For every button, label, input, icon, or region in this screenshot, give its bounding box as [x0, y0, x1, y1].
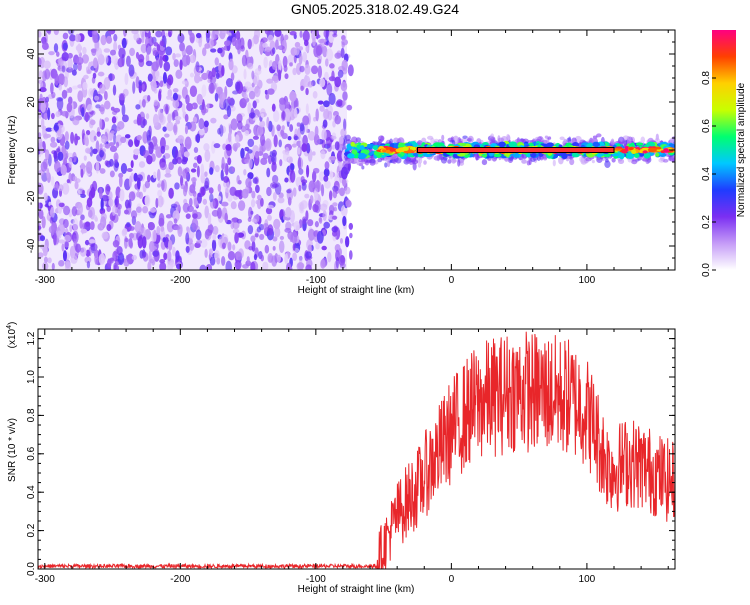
snr-ytick-label: 0.6 [26, 446, 37, 460]
snr-frame [37, 328, 676, 570]
snr-series-line [38, 331, 675, 569]
spectrogram-ytick-label: -40 [26, 238, 37, 253]
spectrogram-peak-line [416, 147, 615, 153]
snr-ytick-label: 0.8 [26, 408, 37, 422]
svg-text:(x104): (x104) [6, 322, 18, 349]
spectrogram-ytick-label: -20 [26, 190, 37, 205]
snr-multiplier-close: ) [7, 322, 18, 325]
chart-title: GN05.2025.318.02.49.G24 [291, 1, 459, 17]
colorbar-tick-label: 0.8 [701, 71, 712, 85]
snr-panel: -300 -200 -100 0 100 0.0 0.2 0.4 0.6 0.8 1.0 1.2 He… [6, 322, 676, 595]
spectrogram-ytick-label: 40 [26, 48, 37, 60]
spectrogram-noise-cloud [38, 30, 354, 270]
spectrogram-x-label: Height of straight line (km) [298, 285, 415, 296]
snr-ytick-label: 1.2 [26, 331, 37, 345]
snr-ticks: -300 -200 -100 0 100 0.0 0.2 0.4 0.6 0.8 1.0 1.2 [26, 328, 675, 585]
snr-multiplier-exp: 4 [6, 325, 13, 329]
colorbar-tick-label: 0.2 [701, 215, 712, 229]
snr-xtick-label: 100 [579, 574, 596, 585]
snr-ytick-label: 0.2 [26, 523, 37, 537]
spectrogram-xtick-label: 0 [449, 275, 455, 286]
spectrogram-ytick-label: 20 [26, 96, 37, 108]
snr-y-label: SNR (10 * v/v) [7, 418, 18, 482]
spectrogram-ytick-label: 0 [26, 147, 37, 153]
spectrogram-xtick-label: -300 [35, 275, 55, 286]
spectrogram-xtick-label: -100 [306, 275, 326, 286]
snr-marks [38, 331, 675, 569]
snr-ytick-label: 1.0 [26, 370, 37, 384]
snr-ytick-label: 0.0 [26, 562, 37, 576]
colorbar-tick-label: 0.0 [701, 263, 712, 277]
spectrogram-xtick-label: -200 [170, 275, 190, 286]
colorbar-gradient [712, 30, 736, 270]
spectrogram-signal-band [343, 133, 675, 171]
snr-x-label: Height of straight line (km) [298, 584, 415, 595]
snr-multiplier: (x104) [6, 322, 18, 349]
snr-xtick-label: -300 [35, 574, 55, 585]
snr-xtick-label: -200 [170, 574, 190, 585]
spectrogram-y-label: Frequency (Hz) [7, 116, 18, 185]
colorbar-tick-label: 0.6 [701, 119, 712, 133]
colorbar-ticks: 0.0 0.2 0.4 0.6 0.8 [701, 71, 716, 277]
spectrogram-xtick-label: 100 [579, 275, 596, 286]
spectrogram-marks [38, 30, 675, 270]
snr-ytick-label: 0.4 [26, 485, 37, 499]
snr-xtick-label: -100 [306, 574, 326, 585]
snr-multiplier-base: (x10 [7, 328, 18, 348]
colorbar-label: Normalized spectral amplitude [736, 82, 747, 217]
colorbar: 0.0 0.2 0.4 0.6 0.8 Normalized spectral ampl… [701, 30, 747, 277]
snr-xtick-label: 0 [449, 574, 455, 585]
colorbar-tick-label: 0.4 [701, 167, 712, 181]
